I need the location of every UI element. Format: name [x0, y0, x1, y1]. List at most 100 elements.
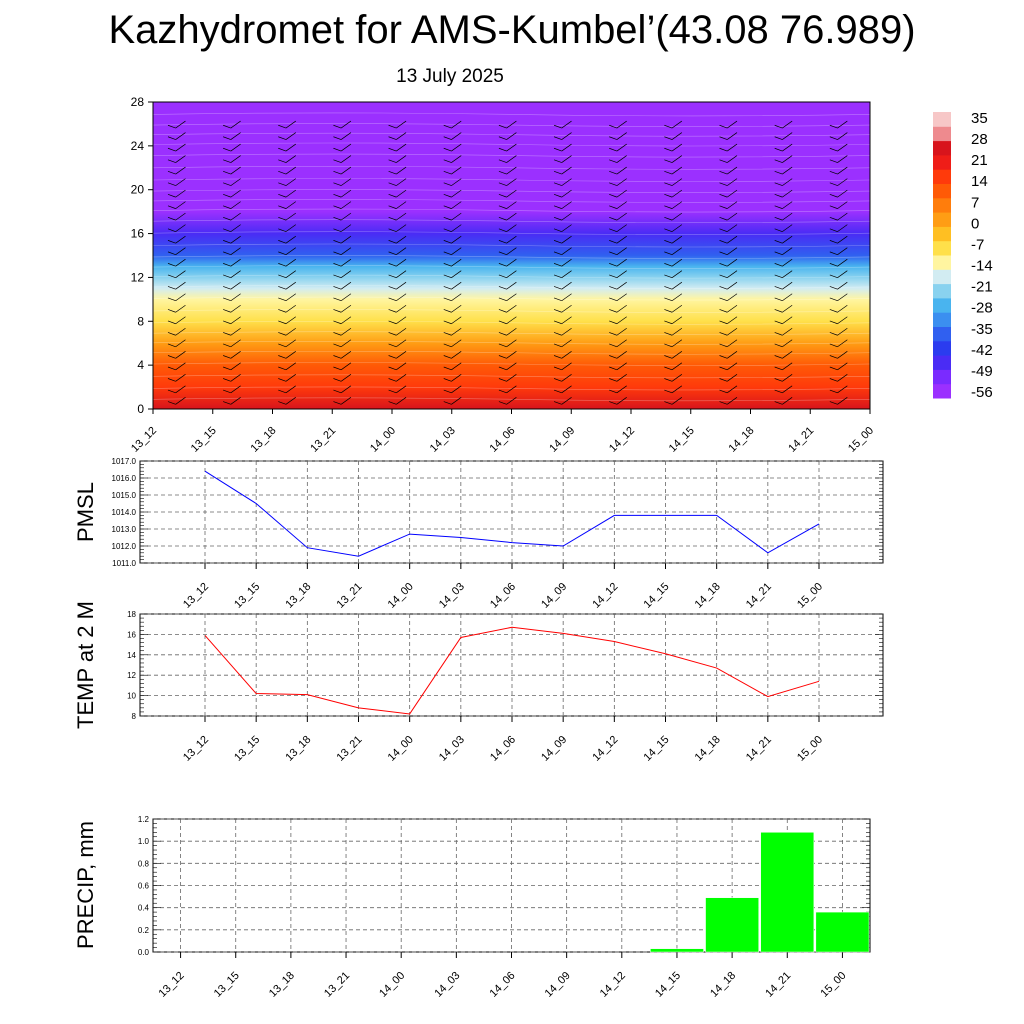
y-tick-label: 0	[137, 402, 144, 416]
y-tick-label: 1012.0	[112, 542, 137, 551]
wind-barb	[340, 270, 352, 278]
wind-barb-flag	[553, 147, 562, 152]
wind-barb	[782, 132, 793, 140]
wind-barb-flag	[167, 124, 176, 129]
colorbar-label: -28	[971, 300, 993, 317]
y-tick-label: 1013.0	[112, 525, 137, 534]
precip-bar	[760, 832, 815, 953]
wind-barb	[727, 351, 738, 359]
wind-barb-flag	[223, 263, 231, 267]
colorbar-segment	[933, 297, 951, 313]
wind-barb	[616, 258, 627, 267]
x-tick-label: 13_21	[335, 581, 365, 611]
wind-barb-flag	[278, 297, 287, 302]
wind-barb	[561, 258, 572, 267]
x-tick-label: 13_18	[267, 970, 297, 1000]
colorbar-label: -7	[971, 236, 984, 253]
wind-barb	[727, 270, 738, 278]
y-tick-label: 24	[131, 139, 145, 153]
wind-barb	[340, 304, 352, 313]
wind-barb-flag	[664, 124, 673, 129]
wind-barb	[782, 385, 793, 394]
wind-barb	[837, 247, 848, 255]
chart-subtitle: 13 July 2025	[396, 66, 504, 87]
wind-barb	[175, 189, 186, 198]
wind-barb	[230, 143, 241, 152]
wind-barb-flag	[774, 320, 783, 325]
wind-barb	[671, 132, 683, 140]
wind-barb-flag	[609, 240, 618, 244]
wind-barb-flag	[388, 389, 397, 394]
wind-barb	[727, 362, 738, 371]
wind-barb-flag	[223, 274, 231, 279]
wind-barb	[230, 155, 241, 163]
wind-barb-flag	[553, 309, 562, 313]
wind-barb-flag	[774, 309, 783, 313]
wind-barb	[340, 385, 352, 394]
wind-barb	[340, 201, 352, 209]
wind-barb	[230, 201, 241, 209]
wind-barb-flag	[388, 182, 397, 186]
wind-barb-flag	[553, 159, 562, 163]
wind-barb-flag	[443, 193, 452, 198]
wind-barb-flag	[278, 251, 287, 256]
wind-barb-flag	[388, 193, 397, 198]
chart-title: Kazhydromet for AMS-Kumbel’(43.08 76.989…	[108, 8, 916, 52]
temperature-field	[153, 102, 870, 409]
x-tick-label: 14_15	[642, 734, 672, 764]
x-tick-label: 14_18	[693, 734, 723, 764]
contour-line	[152, 331, 871, 336]
contour-line	[152, 189, 871, 193]
wind-barb-flag	[553, 389, 562, 394]
wind-barb	[396, 293, 407, 302]
wind-barb	[451, 132, 462, 140]
y-tick-label: 28	[131, 95, 145, 109]
wind-barb	[671, 327, 683, 336]
colorbar-segment	[933, 183, 951, 199]
wind-barb	[616, 143, 627, 152]
wind-barb	[671, 270, 683, 278]
wind-barb-flag	[774, 274, 783, 279]
y-tick-label: 1014.0	[112, 508, 137, 517]
x-tick-label: 14_06	[488, 581, 518, 611]
wind-barb-flag	[609, 389, 618, 394]
wind-barb-flag	[333, 366, 342, 371]
x-tick-label: 14_12	[598, 970, 628, 1000]
wind-barb-flag	[167, 297, 176, 302]
wind-barb-flag	[829, 286, 838, 290]
wind-barb	[340, 212, 352, 221]
contour-line	[152, 231, 871, 235]
wind-barb-flag	[443, 320, 452, 325]
wind-barb	[451, 281, 462, 290]
wind-barb	[782, 397, 793, 405]
wind-barb-flag	[498, 389, 507, 394]
wind-barb	[285, 316, 296, 325]
wind-barb	[616, 247, 627, 255]
wind-barb-flag	[829, 366, 838, 371]
wind-barb	[782, 178, 793, 186]
y-tick-label: 8	[132, 712, 137, 721]
wind-barb-flag	[167, 355, 176, 359]
wind-barb-flag	[498, 378, 507, 382]
wind-barb-flag	[223, 136, 231, 140]
wind-barb	[837, 316, 848, 325]
contour-line	[152, 123, 871, 127]
wind-barb	[175, 132, 186, 140]
colorbar-label: -42	[971, 342, 993, 359]
wind-barb-flag	[498, 343, 507, 348]
wind-barb-flag	[609, 309, 618, 313]
colorbar-label: 35	[971, 110, 988, 127]
wind-barb-flag	[609, 170, 618, 175]
wind-barb-flag	[167, 170, 176, 175]
wind-barb-flag	[498, 147, 507, 152]
wind-barb-flag	[719, 193, 728, 198]
wind-barb-flag	[719, 274, 728, 279]
wind-barb	[727, 155, 738, 163]
contour-line	[152, 296, 871, 301]
wind-barb	[561, 189, 572, 198]
wind-barb-flag	[609, 297, 618, 302]
wind-barb-flag	[167, 332, 176, 336]
wind-barb-flag	[443, 217, 452, 221]
wind-barb-flag	[223, 217, 231, 221]
wind-barb	[396, 201, 407, 209]
